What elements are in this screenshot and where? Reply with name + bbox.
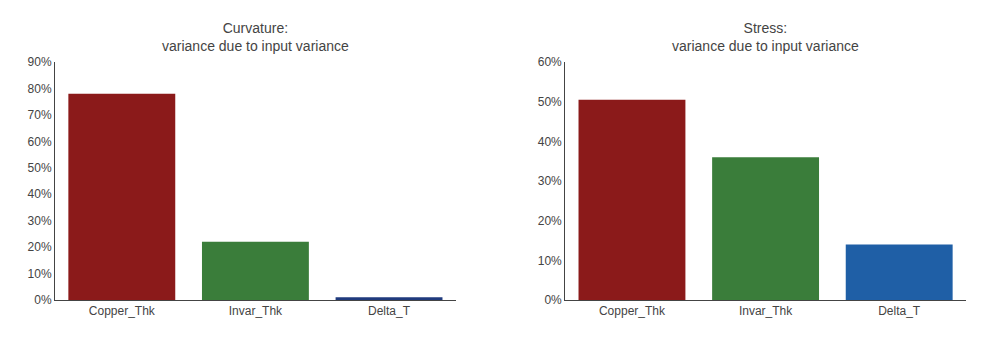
svg-text:20%: 20% <box>538 214 562 228</box>
svg-text:40%: 40% <box>538 135 562 149</box>
svg-text:50%: 50% <box>28 161 52 175</box>
svg-text:90%: 90% <box>28 55 52 69</box>
svg-text:30%: 30% <box>538 174 562 188</box>
svg-text:Copper_Thk: Copper_Thk <box>599 304 666 318</box>
svg-text:Delta_T: Delta_T <box>878 304 921 318</box>
svg-text:0%: 0% <box>544 293 562 307</box>
svg-text:Delta_T: Delta_T <box>368 304 411 318</box>
svg-text:30%: 30% <box>28 214 52 228</box>
svg-text:Stress:variance due to input v: Stress:variance due to input variance <box>672 20 859 54</box>
svg-text:0%: 0% <box>34 293 52 307</box>
svg-text:20%: 20% <box>28 240 52 254</box>
svg-text:80%: 80% <box>28 82 52 96</box>
svg-text:50%: 50% <box>538 95 562 109</box>
svg-text:Copper_Thk: Copper_Thk <box>89 304 156 318</box>
svg-text:60%: 60% <box>28 135 52 149</box>
svg-text:70%: 70% <box>28 108 52 122</box>
svg-text:Curvature:variance due to inpu: Curvature:variance due to input variance <box>162 20 349 54</box>
svg-text:40%: 40% <box>28 187 52 201</box>
svg-text:Invar_Thk: Invar_Thk <box>229 304 283 318</box>
svg-text:10%: 10% <box>28 267 52 281</box>
svg-text:60%: 60% <box>538 55 562 69</box>
svg-text:Invar_Thk: Invar_Thk <box>739 304 793 318</box>
svg-text:10%: 10% <box>538 254 562 268</box>
